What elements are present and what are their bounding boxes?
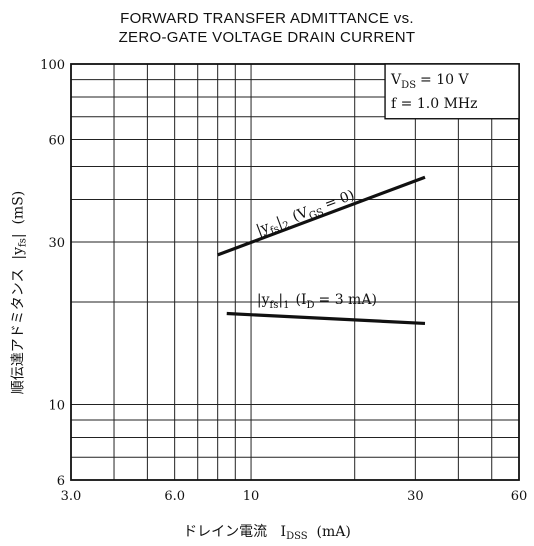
x-axis-label: ドレイン電流 IDSS (mA) (183, 524, 351, 542)
series-label-yfs2: |yfs|2(VGS= 0) (254, 187, 358, 241)
chart-title-line-1: FORWARD TRANSFER ADMITTANCE vs. (120, 10, 414, 27)
y-tick-label: 10 (48, 398, 65, 413)
x-tick-label: 60 (511, 489, 528, 504)
y-tick-labels: 6 10 30 60 100 (40, 58, 65, 489)
plot-frame (70, 63, 520, 481)
x-grid (70, 64, 520, 480)
x-tick-label: 6.0 (164, 489, 185, 504)
series-label-yfs1: |yfs|1 (ID = 3 mA) (257, 292, 377, 311)
series-line-2 (226, 311, 426, 326)
y-tick-label: 30 (48, 236, 65, 251)
y-tick-label: 6 (57, 474, 65, 489)
x-tick-label: 30 (407, 489, 424, 504)
condition-vds: VDS = 10 V (390, 72, 469, 91)
condition-frequency: f = 1.0 MHz (391, 96, 477, 112)
series-lines (217, 175, 426, 326)
x-tick-labels: 3.0 6.0 10 30 60 (61, 489, 528, 504)
series-line-1 (217, 175, 426, 257)
x-tick-label: 10 (243, 489, 260, 504)
x-tick-label: 3.0 (61, 489, 82, 504)
chart-title-line-2: ZERO-GATE VOLTAGE DRAIN CURRENT (118, 29, 416, 46)
y-tick-label: 60 (48, 134, 65, 149)
y-tick-label: 100 (40, 58, 65, 73)
y-axis-label: 順伝達アドミタンス |yfs| (mS) (10, 190, 29, 395)
y-grid (71, 63, 519, 481)
conditions-box: VDS = 10 V f = 1.0 MHz (384, 63, 520, 120)
